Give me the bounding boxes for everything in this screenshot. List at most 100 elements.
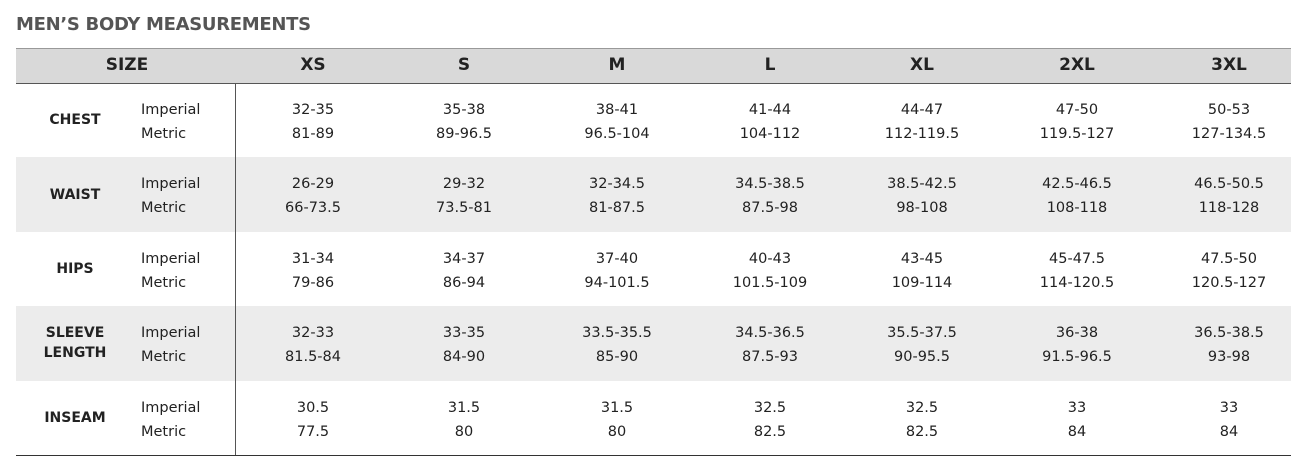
unit-label: Imperial <box>141 176 201 193</box>
value-cell: 94-101.5 <box>584 274 650 291</box>
size-label: XS <box>300 55 326 75</box>
value-cell: 112-119.5 <box>884 126 960 142</box>
value-cell: 82.5 <box>905 423 939 440</box>
value-cell: 81-89 <box>291 126 335 142</box>
size-label: 2XL <box>1059 55 1095 75</box>
size-label: M <box>608 55 626 75</box>
value-cell: 101.5-109 <box>732 274 808 291</box>
value-cell: 43-45 <box>900 250 944 267</box>
value-cell: 108-118 <box>1046 200 1108 217</box>
size-table: SIZE XS S M L XL 2XL 3XL CHEST Imperial Metric 32-3… <box>16 48 1291 456</box>
value-cell: 42.5-46.5 <box>1042 176 1112 193</box>
unit-label: Metric <box>141 423 187 440</box>
value-cell: 44-47 <box>900 102 944 118</box>
row-label: HIPS <box>56 260 94 277</box>
row-background <box>16 157 1291 232</box>
value-cell: 45-47.5 <box>1049 250 1105 267</box>
column-divider <box>235 83 236 455</box>
value-cell: 47.5-50 <box>1201 250 1257 267</box>
value-cell: 81-87.5 <box>589 200 645 217</box>
value-cell: 32-33 <box>291 325 335 342</box>
unit-label: Imperial <box>141 250 201 267</box>
row-background <box>16 306 1291 381</box>
value-cell: 32-35 <box>291 102 335 118</box>
row-label: CHEST <box>49 112 101 129</box>
title: MEN’S BODY MEASUREMENTS <box>16 14 311 35</box>
value-cell: 33.5-35.5 <box>582 325 652 342</box>
value-cell: 127-134.5 <box>1191 126 1267 142</box>
value-cell: 82.5 <box>753 423 787 440</box>
value-cell: 35-38 <box>442 102 486 118</box>
header-row <box>16 48 1291 84</box>
row-label: SLEEVE LENGTH <box>43 325 107 362</box>
value-cell: 104-112 <box>739 126 801 142</box>
unit-label: Metric <box>141 349 187 366</box>
value-cell: 31.5 <box>447 399 481 416</box>
value-cell: 87.5-93 <box>742 349 798 366</box>
value-cell: 96.5-104 <box>584 126 650 142</box>
value-cell: 29-32 <box>442 176 486 193</box>
value-cell: 31.5 <box>600 399 634 416</box>
size-label: L <box>764 55 776 75</box>
size-label: S <box>457 55 471 75</box>
value-cell: 33 <box>1067 399 1087 416</box>
value-cell: 80 <box>607 423 627 440</box>
value-cell: 40-43 <box>748 250 792 267</box>
value-cell: 34-37 <box>442 250 486 267</box>
value-cell: 86-94 <box>442 274 486 291</box>
value-cell: 84-90 <box>442 349 486 366</box>
unit-label: Imperial <box>141 325 201 342</box>
value-cell: 89-96.5 <box>436 126 492 142</box>
value-cell: 33 <box>1219 399 1239 416</box>
value-cell: 36-38 <box>1055 325 1099 342</box>
value-cell: 114-120.5 <box>1039 274 1115 291</box>
unit-label: Metric <box>141 200 187 217</box>
value-cell: 35.5-37.5 <box>887 325 957 342</box>
value-cell: 118-128 <box>1198 200 1260 217</box>
value-cell: 90-95.5 <box>894 349 950 366</box>
value-cell: 36.5-38.5 <box>1194 325 1264 342</box>
value-cell: 32.5 <box>905 399 939 416</box>
bottom-border <box>16 455 1291 456</box>
value-cell: 98-108 <box>896 200 948 217</box>
value-cell: 93-98 <box>1207 349 1251 366</box>
value-cell: 66-73.5 <box>285 200 341 217</box>
unit-label: Metric <box>141 274 187 291</box>
row-label: WAIST <box>49 186 101 203</box>
value-cell: 84 <box>1067 423 1087 440</box>
size-label: XL <box>910 55 934 75</box>
value-cell: 120.5-127 <box>1191 274 1267 291</box>
value-cell: 33-35 <box>442 325 486 342</box>
value-cell: 73.5-81 <box>436 200 492 217</box>
value-cell: 84 <box>1219 423 1239 440</box>
unit-label: Metric <box>141 126 187 142</box>
unit-label: Imperial <box>141 102 201 118</box>
value-cell: 109-114 <box>891 274 953 291</box>
value-cell: 32.5 <box>753 399 787 416</box>
value-cell: 81.5-84 <box>285 349 341 366</box>
size-header: SIZE <box>105 55 149 75</box>
value-cell: 91.5-96.5 <box>1042 349 1112 366</box>
value-cell: 38-41 <box>595 102 639 118</box>
value-cell: 79-86 <box>291 274 335 291</box>
value-cell: 31-34 <box>291 250 335 267</box>
unit-label: Imperial <box>141 399 201 416</box>
value-cell: 32-34.5 <box>589 176 645 193</box>
value-cell: 34.5-36.5 <box>735 325 805 342</box>
value-cell: 119.5-127 <box>1039 126 1115 142</box>
value-cell: 50-53 <box>1207 102 1251 118</box>
value-cell: 47-50 <box>1055 102 1099 118</box>
value-cell: 30.5 <box>296 399 330 416</box>
value-cell: 41-44 <box>748 102 792 118</box>
value-cell: 46.5-50.5 <box>1194 176 1264 193</box>
row-label: INSEAM <box>44 409 106 426</box>
value-cell: 80 <box>454 423 474 440</box>
value-cell: 38.5-42.5 <box>887 176 957 193</box>
value-cell: 85-90 <box>595 349 639 366</box>
value-cell: 34.5-38.5 <box>735 176 805 193</box>
value-cell: 26-29 <box>291 176 335 193</box>
value-cell: 87.5-98 <box>742 200 798 217</box>
value-cell: 37-40 <box>595 250 639 267</box>
size-label: 3XL <box>1211 55 1247 75</box>
